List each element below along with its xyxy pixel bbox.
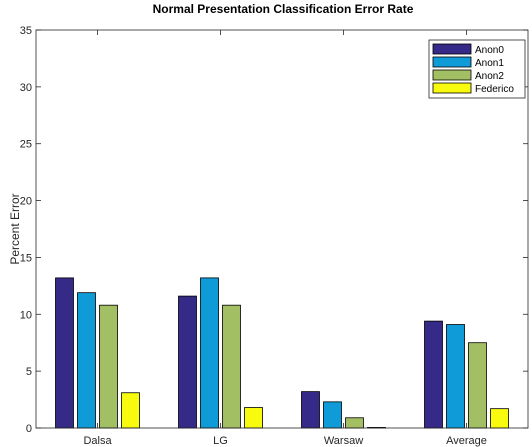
x-tick-label: Dalsa (83, 435, 112, 447)
bar-anon0-average (424, 320, 443, 429)
bar-anon0-warsaw (301, 391, 320, 429)
legend-label-anon0: Anon0 (475, 45, 504, 56)
legend-label-anon1: Anon1 (475, 58, 504, 69)
y-tick-label: 5 (26, 366, 32, 378)
bar-anon0-dalsa (55, 277, 74, 429)
bar-anon0-lg (178, 295, 197, 429)
y-tick-label: 0 (26, 423, 32, 435)
plot-area: Dalsa LG Warsaw Average 0 5 10 15 20 25 30 35 (20, 25, 529, 447)
y-axis-label: Percent Error (8, 193, 22, 264)
bar-anon1-lg (200, 277, 219, 429)
x-tick-label: LG (213, 435, 228, 447)
bar-federico-lg (244, 407, 263, 429)
x-tick-label: Warsaw (324, 435, 363, 447)
legend-swatch-anon1 (432, 56, 472, 68)
y-tick-label: 30 (20, 82, 32, 94)
bar-federico-dalsa (121, 392, 140, 429)
y-tick-label: 25 (20, 139, 32, 151)
bar-anon1-average (446, 324, 465, 429)
bar-federico-average (490, 408, 509, 429)
x-tick-label: Average (446, 435, 487, 447)
bar-anon1-warsaw (323, 401, 342, 429)
legend-swatch-anon0 (432, 43, 472, 55)
legend-swatch-federico (432, 82, 472, 94)
axes-box (35, 29, 529, 429)
y-tick-label: 10 (20, 309, 32, 321)
legend: Anon0 Anon1 Anon2 Federico (428, 39, 526, 99)
bar-anon2-lg (222, 304, 241, 429)
chart-title: Normal Presentation Classification Error… (153, 2, 414, 16)
y-tick-label: 15 (20, 252, 32, 264)
legend-swatch-anon2 (432, 69, 472, 81)
bar-anon1-dalsa (77, 292, 96, 429)
bar-anon2-warsaw (345, 417, 364, 429)
bar-anon2-average (468, 342, 487, 429)
bar-anon2-dalsa (99, 304, 118, 429)
y-tick-label: 35 (20, 25, 32, 37)
y-tick-label: 20 (20, 196, 32, 208)
legend-label-anon2: Anon2 (475, 71, 504, 82)
legend-label-federico: Federico (475, 84, 514, 95)
